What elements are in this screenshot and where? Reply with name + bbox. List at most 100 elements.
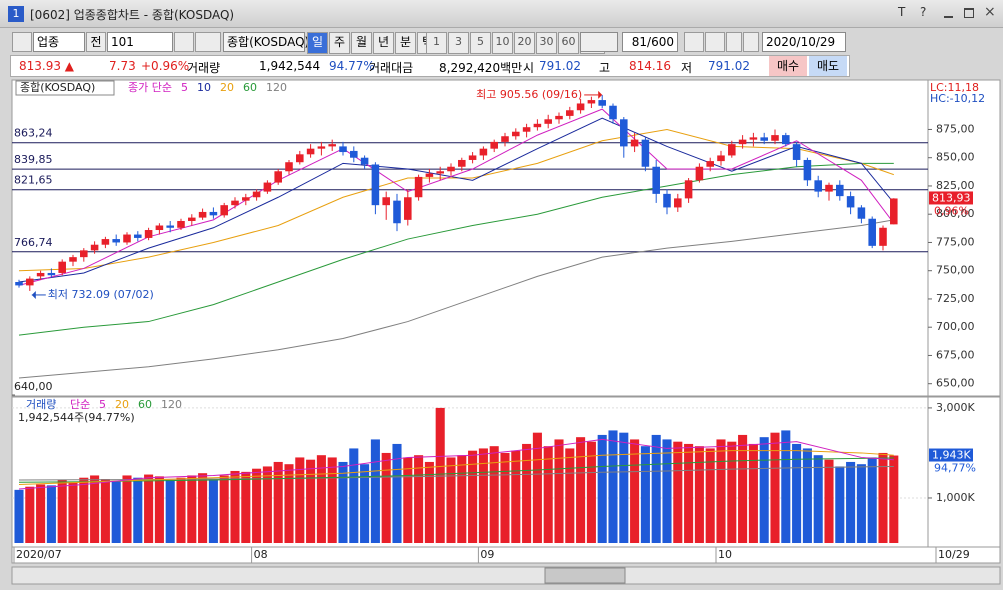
volume-bar: [392, 443, 402, 543]
unit-select[interactable]: [580, 32, 618, 52]
period-button[interactable]: 분: [395, 32, 416, 54]
period-button[interactable]: 년: [373, 32, 394, 54]
volume-bar: [187, 475, 197, 543]
volume-bar: [716, 439, 726, 543]
help-button[interactable]: ?: [920, 5, 927, 19]
legend-title: 종합(KOSDAQ): [20, 81, 95, 94]
volume-legend-entry: 5: [99, 398, 106, 411]
minimize[interactable]: [944, 16, 953, 18]
candle-body: [803, 159, 812, 181]
y-tick-label: 750,00: [936, 264, 975, 277]
volume-bar: [468, 450, 478, 543]
legend-entry: 120: [266, 81, 287, 94]
volume-bar: [111, 480, 121, 543]
open-label: 시: [523, 61, 535, 75]
candle-body: [630, 139, 639, 147]
candle-body: [695, 166, 704, 181]
volume-bar: [673, 441, 683, 543]
font-button[interactable]: T: [898, 5, 906, 19]
volume-bar: [68, 482, 78, 543]
maximize[interactable]: [964, 8, 974, 18]
sell-button[interactable]: 매도: [809, 56, 847, 76]
y-tick-label: 650,00: [936, 377, 975, 390]
candle-body: [749, 137, 758, 140]
volume: 1,942,544: [259, 59, 321, 73]
volume-bar: [295, 457, 305, 543]
scope-button[interactable]: 전: [86, 32, 106, 52]
interval-button[interactable]: 30: [536, 32, 557, 54]
volume-bar: [241, 471, 251, 543]
search-button[interactable]: [174, 32, 194, 52]
settings-button[interactable]: [743, 32, 759, 52]
candle-body: [738, 139, 747, 145]
interval-button[interactable]: 20: [514, 32, 535, 54]
interval-button[interactable]: 3: [448, 32, 469, 54]
change: 7.73: [109, 59, 136, 73]
level-label: 766,74: [14, 236, 53, 249]
candle-body: [576, 103, 585, 111]
level-label: 863,24: [14, 127, 53, 140]
candle-body: [674, 198, 682, 208]
tool-button[interactable]: [684, 32, 704, 52]
code-input[interactable]: 101: [107, 32, 173, 52]
volume-bar: [586, 441, 596, 543]
tool-button[interactable]: [705, 32, 725, 52]
volume-bar: [770, 432, 780, 543]
sound-button[interactable]: [195, 32, 221, 52]
amount-label: 거래대금: [369, 61, 414, 75]
volume-bar: [878, 452, 888, 543]
open: 791.02: [539, 59, 581, 73]
volume-bar: [478, 448, 488, 543]
ma-line: [18, 219, 894, 379]
menu-icon[interactable]: [12, 32, 32, 52]
volume-bar: [727, 441, 737, 543]
scroll-thumb[interactable]: [544, 567, 626, 584]
interval-button[interactable]: 60: [558, 32, 579, 54]
market-select[interactable]: 업종: [33, 32, 85, 52]
candle-body: [490, 141, 498, 149]
date-field[interactable]: 2020/10/29: [762, 32, 846, 52]
candle-body: [371, 164, 380, 206]
volume-bar: [856, 464, 866, 543]
volume-bar: [759, 437, 769, 543]
volume-bar: [651, 434, 661, 543]
volume-bar: [662, 439, 672, 543]
hc-label: HC:-10,12: [930, 92, 985, 105]
volume-bar: [90, 475, 100, 543]
save-button[interactable]: [726, 32, 742, 52]
count-field[interactable]: 81/600: [622, 32, 678, 52]
low-note: 최저 732.09 (07/02): [48, 288, 154, 301]
volume-bar: [846, 461, 856, 543]
volume-axis: [927, 396, 1001, 548]
candle-body: [263, 182, 272, 192]
period-button[interactable]: 주: [329, 32, 350, 54]
last-volume-rate: 94,77%: [934, 462, 976, 475]
candle-body: [436, 171, 444, 174]
volume-bar: [608, 430, 618, 543]
volume-bar: [705, 448, 715, 543]
candle-body: [339, 146, 347, 153]
volume-bar: [694, 446, 704, 543]
period-button[interactable]: 일: [307, 32, 328, 54]
interval-button[interactable]: 10: [492, 32, 513, 54]
buy-button[interactable]: 매수: [769, 56, 807, 76]
last-volume-label: 1,943K: [932, 449, 971, 462]
candle-body: [220, 205, 228, 216]
period-button[interactable]: 월: [351, 32, 372, 54]
candle-body: [857, 207, 866, 219]
candle-body: [836, 184, 844, 197]
volume-bar: [576, 437, 586, 543]
candle-body: [209, 211, 218, 216]
volume-bar: [738, 434, 748, 543]
volume-bar: [79, 477, 89, 543]
volume-rate: 94.77%: [329, 59, 375, 73]
volume-bar: [630, 439, 640, 543]
volume-bar: [306, 459, 316, 543]
interval-button[interactable]: 1: [426, 32, 447, 54]
candle-body: [890, 198, 898, 225]
interval-button[interactable]: 5: [470, 32, 491, 54]
volume-caption: 1,942,544주(94.77%): [18, 411, 135, 424]
close[interactable]: ×: [984, 4, 996, 20]
rate: +0.96%: [141, 59, 190, 73]
x-tick-label: 2020/07: [16, 548, 62, 561]
